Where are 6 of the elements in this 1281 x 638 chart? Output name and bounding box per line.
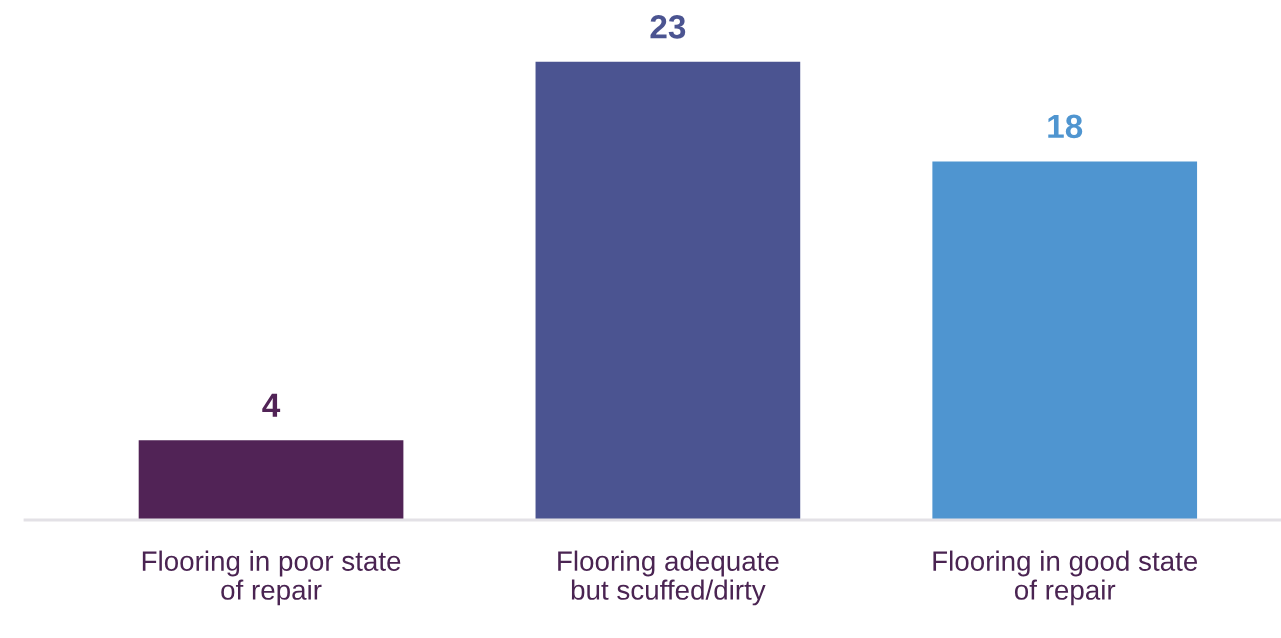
data-label: 18 [1048,114,1083,139]
x-tick-label: Flooring in poor state of repair [142,550,401,606]
data-label: 23 [650,14,686,39]
x-tick-label: Flooring in good state of repair [933,550,1198,606]
data-label: 4 [262,393,281,417]
x-tick-label: Flooring adequate but scuffed/dirty [558,550,779,606]
